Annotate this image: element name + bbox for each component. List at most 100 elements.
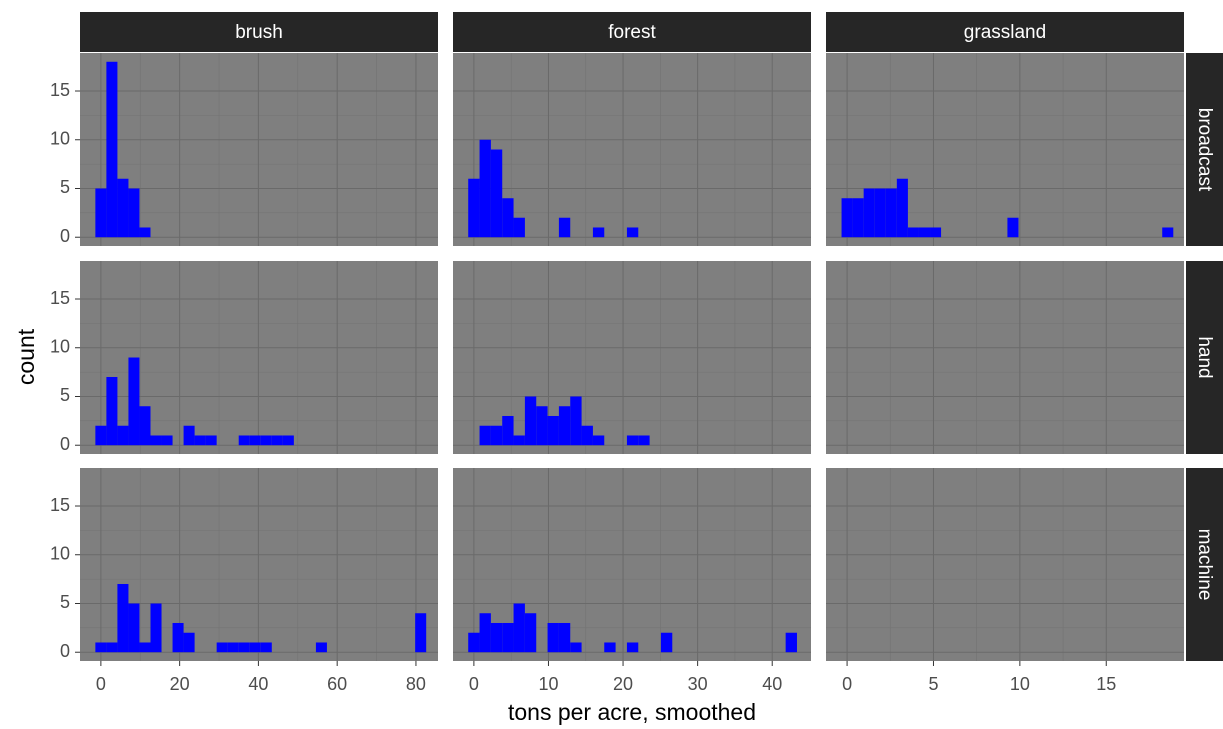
bar (570, 642, 582, 653)
y-tick-label: 5 (60, 385, 70, 405)
bar (547, 622, 559, 653)
bar (117, 583, 129, 653)
bar (874, 188, 886, 238)
bar (896, 178, 908, 238)
x-tick-label: 0 (842, 674, 852, 694)
bar (260, 435, 272, 446)
strip-background (80, 12, 438, 52)
bar (490, 622, 503, 653)
y-tick-label: 15 (50, 495, 70, 515)
bar (626, 435, 639, 446)
bar (139, 227, 151, 238)
bar (95, 425, 107, 446)
panel-background (826, 468, 1184, 661)
x-tick-label: 10 (1010, 674, 1030, 694)
strip-background (1186, 53, 1223, 246)
bar (216, 642, 228, 653)
bar (547, 415, 559, 446)
x-tick-label: 60 (327, 674, 347, 694)
bar (271, 435, 283, 446)
bar (150, 435, 162, 446)
x-tick-label: 5 (928, 674, 938, 694)
bar (238, 435, 250, 446)
row-strip-label: hand (1194, 336, 1215, 378)
bar (227, 642, 239, 653)
bar (660, 632, 673, 653)
y-axis-label: count (13, 328, 39, 385)
bar (592, 227, 605, 238)
y-tick-label: 5 (60, 177, 70, 197)
column-strip-label: brush (235, 22, 283, 43)
bar (513, 435, 525, 446)
bar (558, 622, 571, 653)
y-tick-label: 0 (60, 226, 70, 246)
bar (205, 435, 217, 446)
bar (249, 435, 261, 446)
bar (863, 188, 875, 238)
x-tick-label: 80 (406, 674, 426, 694)
bar (415, 613, 427, 653)
bar (150, 603, 162, 653)
bar (95, 188, 107, 238)
bar (117, 178, 129, 238)
column-strip-label: forest (608, 22, 656, 43)
bar (117, 425, 129, 446)
bar (468, 632, 480, 653)
bar (558, 406, 571, 446)
bar (183, 632, 195, 653)
bar (536, 406, 548, 446)
bar (918, 227, 931, 238)
bar (139, 642, 151, 653)
bar (930, 227, 942, 238)
bar (139, 406, 151, 446)
bar (558, 217, 571, 238)
x-tick-label: 0 (96, 674, 106, 694)
bar (238, 642, 250, 653)
x-tick-label: 40 (762, 674, 782, 694)
y-tick-label: 10 (50, 337, 70, 357)
column-strip-label: grassland (964, 22, 1046, 43)
y-tick-label: 15 (50, 80, 70, 100)
panel-background (826, 261, 1184, 454)
bar (604, 642, 616, 653)
bar (106, 61, 118, 238)
strip-background (1186, 261, 1223, 454)
bar (490, 149, 503, 238)
bar (194, 435, 206, 446)
strip-background (453, 12, 811, 52)
y-tick-label: 5 (60, 592, 70, 612)
bar (106, 642, 118, 653)
bar (282, 435, 294, 446)
bar (161, 435, 173, 446)
x-axis-label: tons per acre, smoothed (508, 699, 756, 725)
x-tick-label: 30 (688, 674, 708, 694)
strip-background (826, 12, 1184, 52)
y-tick-label: 0 (60, 641, 70, 661)
x-tick-label: 20 (613, 674, 633, 694)
bar (468, 178, 480, 238)
bar (626, 227, 639, 238)
bar (249, 642, 261, 653)
bar (479, 139, 491, 238)
bar (260, 642, 272, 653)
bar (183, 425, 195, 446)
bar (1007, 217, 1019, 238)
bar (490, 425, 503, 446)
bar (95, 642, 107, 653)
x-tick-label: 0 (469, 674, 479, 694)
bar (581, 425, 593, 446)
bar (638, 435, 650, 446)
bar (524, 396, 537, 446)
y-tick-label: 15 (50, 288, 70, 308)
row-strip-label: machine (1194, 529, 1215, 601)
bar (785, 632, 797, 653)
x-tick-label: 40 (248, 674, 268, 694)
bar (907, 227, 919, 238)
panel-background (80, 468, 438, 661)
bar (502, 622, 514, 653)
bar (626, 642, 639, 653)
y-tick-label: 10 (50, 129, 70, 149)
bar (502, 415, 514, 446)
x-tick-label: 15 (1096, 674, 1116, 694)
x-tick-label: 20 (170, 674, 190, 694)
